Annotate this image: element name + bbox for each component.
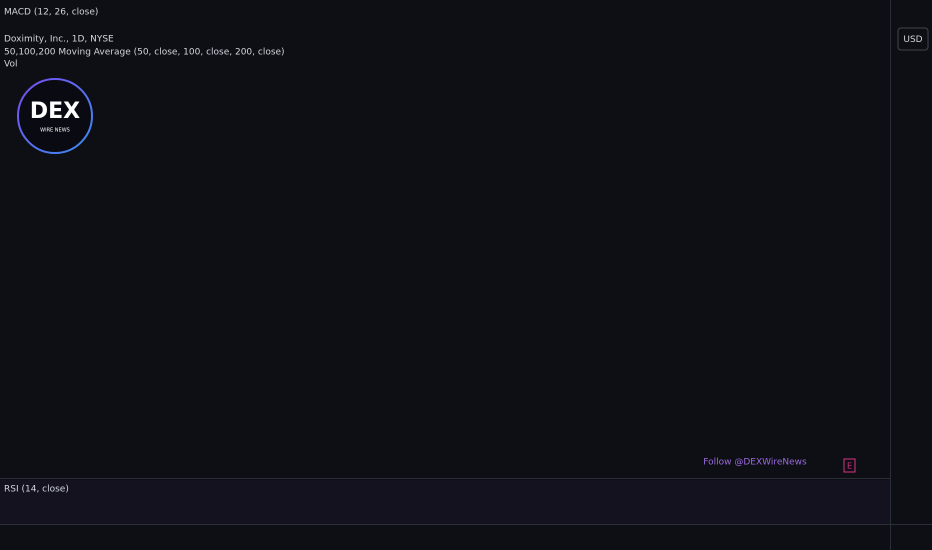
currency-label[interactable]: USD: [903, 35, 922, 45]
symbol-label: Doximity, Inc., 1D, NYSE: [4, 35, 114, 45]
badge: E: [847, 462, 852, 471]
currency-button[interactable]: [897, 27, 929, 51]
logo: DEX WIRE NEWS: [17, 78, 93, 154]
volume-label: Vol: [4, 60, 17, 70]
rsi-label: RSI (14, close): [4, 485, 69, 495]
logo-title: DEX: [30, 99, 80, 124]
follow-note: Follow @DEXWireNews: [703, 458, 807, 468]
ma-label: 50,100,200 Moving Average (50, close, 10…: [4, 48, 285, 58]
logo-ring: [17, 78, 93, 154]
rsi-background: [0, 480, 890, 524]
indicator-label: MACD (12, 26, close): [4, 8, 98, 18]
logo-subtitle: WIRE NEWS: [40, 128, 70, 134]
badge-box: [843, 458, 856, 473]
